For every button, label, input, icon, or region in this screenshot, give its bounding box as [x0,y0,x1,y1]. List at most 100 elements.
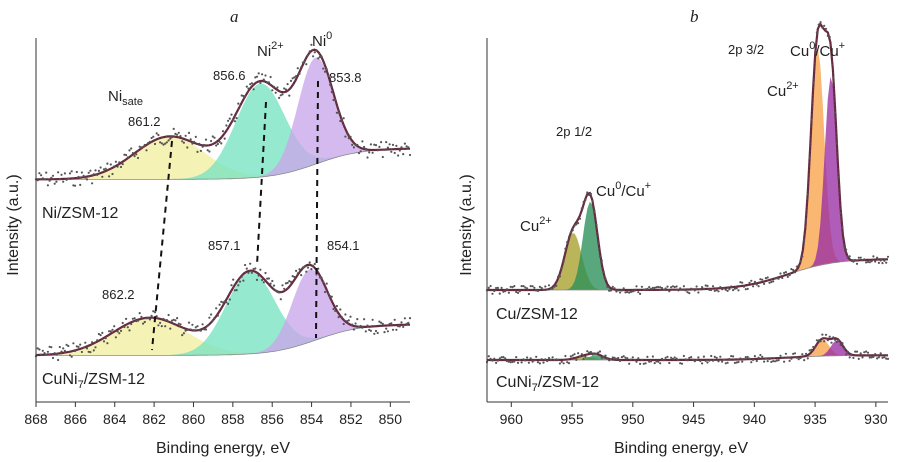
raw-data-point [368,328,371,331]
raw-data-point [278,96,281,99]
x-tick-label: 930 [864,411,888,427]
raw-data-point [340,316,344,319]
guide-ni2 [256,101,267,266]
panel-b-raw-points [485,21,890,365]
raw-data-point [138,145,141,148]
raw-data-point [604,354,607,357]
raw-data-point [116,330,119,333]
raw-data-point [96,173,99,176]
raw-data-point [36,179,39,182]
raw-data-point [305,63,308,66]
raw-data-point [361,140,364,143]
raw-data-point [795,265,799,268]
raw-data-point [80,350,83,354]
raw-data-point [573,224,576,227]
raw-data-point [806,193,809,196]
raw-data-point [92,173,95,176]
raw-data-point [839,343,842,347]
raw-data-point [598,255,602,258]
raw-data-point [857,357,860,360]
raw-data-point [854,258,857,262]
raw-data-point [493,357,496,360]
raw-data-point [150,314,153,317]
raw-data-point [589,350,593,354]
raw-data-point [660,286,664,290]
raw-data-point [261,73,264,76]
raw-data-point [597,351,600,354]
raw-data-point [505,288,509,291]
raw-data-point [520,285,523,288]
raw-data-point [717,290,720,293]
raw-data-point [790,268,793,271]
raw-data-point [624,356,627,359]
raw-data-point [584,198,587,202]
raw-data-point [569,355,572,358]
raw-data-point [535,289,538,292]
raw-data-point [697,356,700,359]
component-peak [36,136,410,180]
raw-data-point [619,291,622,294]
raw-data-point [196,150,199,153]
raw-data-point [755,359,758,363]
raw-data-point [398,325,401,328]
raw-data-point [259,81,262,84]
raw-data-point [342,322,345,326]
raw-data-point [327,74,330,77]
raw-data-point [235,289,238,292]
raw-data-point [402,325,405,328]
raw-data-point [68,172,72,175]
raw-data-point [109,330,112,333]
raw-data-point [62,347,65,350]
raw-data-point [385,141,388,144]
raw-data-point [732,355,735,358]
raw-data-point [233,289,236,292]
raw-data-point [810,118,813,122]
raw-data-point [271,89,274,92]
raw-data-point [653,286,656,289]
raw-data-point [106,342,109,345]
raw-data-point [715,356,718,359]
raw-data-point [691,358,695,361]
raw-data-point [706,361,709,364]
raw-data-point [680,288,684,291]
raw-data-point [620,356,624,359]
raw-data-point [405,322,408,325]
raw-data-point [179,323,182,326]
raw-data-point [670,356,673,359]
raw-data-point [130,147,133,150]
raw-data-point [390,322,393,325]
raw-data-point [817,23,820,26]
raw-data-point [329,295,332,298]
raw-data-point [204,138,208,141]
raw-data-point [722,358,726,361]
raw-data-point [128,149,131,152]
raw-data-point [648,360,651,363]
raw-data-point [136,319,140,322]
raw-data-point [104,167,107,170]
raw-data-point [793,352,797,355]
raw-data-point [753,355,757,358]
raw-data-point [657,360,660,363]
raw-data-point [866,260,870,264]
raw-data-point [160,325,163,328]
raw-data-point [679,362,682,365]
raw-data-point [597,242,600,245]
raw-data-point [777,359,780,362]
raw-data-point [330,90,333,94]
raw-data-point [354,143,357,146]
raw-data-point [274,289,277,292]
raw-data-point [613,356,616,359]
panel-b-xlabel: Binding energy, eV [614,440,748,457]
raw-data-point [252,267,255,271]
raw-data-point [99,334,102,337]
raw-data-point [604,277,607,280]
x-tick-label: 866 [64,411,88,427]
raw-data-point [792,352,795,355]
raw-data-point [764,277,768,280]
raw-data-point [648,286,651,289]
raw-data-point [646,287,649,290]
raw-data-point [323,70,327,73]
raw-data-point [711,285,715,288]
raw-data-point [118,161,121,164]
raw-data-point [540,286,543,290]
